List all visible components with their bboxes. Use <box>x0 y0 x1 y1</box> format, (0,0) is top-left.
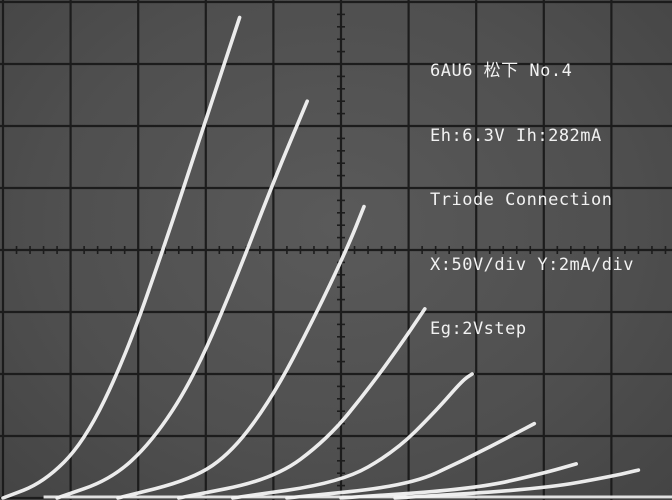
trace-curve-5 <box>231 372 474 500</box>
connection-label: Triode Connection <box>430 190 613 210</box>
trace-curve-4 <box>177 307 427 500</box>
heater-label: Eh:6.3V Ih:282mA <box>430 125 602 146</box>
grid-step-label: Eg:2Vstep <box>430 319 527 339</box>
scale-label: X:50V/div Y:2mA/div <box>430 254 634 275</box>
trace-curve-6 <box>285 421 537 500</box>
annotation-block: 6AU6 松下 No.4 Eh:6.3V Ih:282mA Triode Con… <box>430 18 634 384</box>
trace-curve-1 <box>1 15 242 500</box>
trace-curve-2 <box>55 99 309 500</box>
tube-label: 6AU6 松下 No.4 <box>430 61 573 81</box>
trace-curve-3 <box>116 204 366 500</box>
